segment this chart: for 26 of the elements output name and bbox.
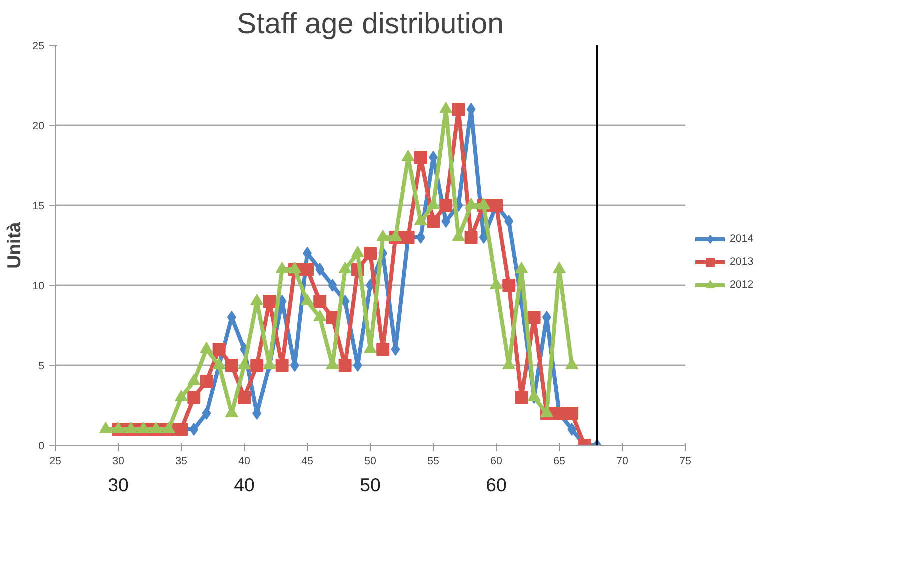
x-tick-label: 40 (238, 456, 250, 468)
x-tick-label: 55 (428, 456, 440, 468)
x2-tick-label: 60 (486, 474, 507, 496)
x-tick-label: 45 (302, 456, 314, 468)
x-tick-label: 70 (616, 456, 628, 468)
y-tick-label: 25 (32, 40, 45, 52)
legend-label: 2013 (730, 256, 754, 268)
chart-title: Staff age distribution (237, 8, 504, 40)
x-tick-label: 25 (50, 456, 62, 468)
legend-label: 2014 (730, 233, 754, 245)
x-tick-label: 60 (490, 456, 502, 468)
x2-tick-label: 30 (108, 474, 129, 496)
y-axis-title: Unità (4, 222, 25, 269)
y-tick-label: 20 (32, 120, 45, 132)
x-tick-label: 65 (554, 456, 566, 468)
y-tick-label: 0 (38, 440, 45, 452)
x-tick-label: 35 (176, 456, 188, 468)
y-tick-label: 10 (32, 280, 45, 292)
y-tick-label: 5 (38, 360, 45, 372)
x-tick-label: 50 (364, 456, 376, 468)
x-tick-label: 75 (680, 456, 692, 468)
x2-tick-label: 40 (234, 474, 255, 496)
y-tick-label: 15 (32, 200, 45, 212)
legend-label: 2012 (730, 279, 754, 291)
x2-tick-label: 50 (360, 474, 381, 496)
x-tick-label: 30 (112, 456, 124, 468)
